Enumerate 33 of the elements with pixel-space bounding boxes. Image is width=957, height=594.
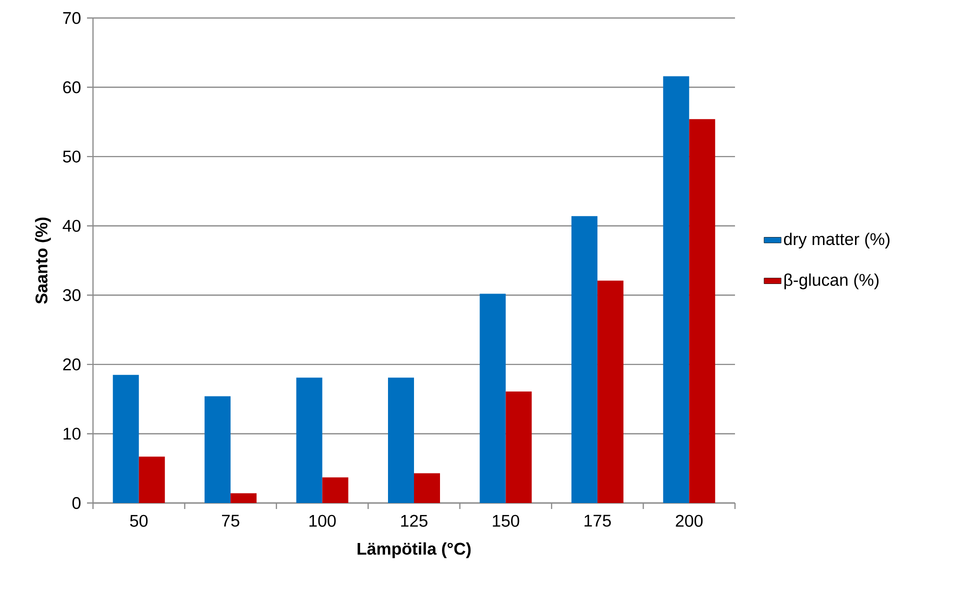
x-tick-label: 175 (584, 514, 611, 527)
y-tick-label: 30 (62, 289, 80, 302)
y-tick-label: 40 (62, 220, 80, 232)
bar (480, 294, 506, 503)
y-tick-label: 10 (64, 428, 80, 440)
x-tick-label: 100 (309, 514, 336, 527)
bar (597, 280, 624, 503)
bar (388, 378, 414, 503)
bar (230, 493, 257, 503)
y-tick-label: 60 (63, 81, 80, 94)
bar (506, 391, 532, 503)
bar (663, 76, 690, 503)
bar (414, 473, 440, 503)
bar (689, 119, 716, 503)
x-tick-label: 75 (222, 514, 240, 527)
bar (296, 378, 322, 503)
y-tick-label: 20 (63, 358, 80, 370)
legend-label: β-glucan (%) (784, 274, 879, 290)
y-axis-title: Saanto (%) (35, 218, 51, 304)
x-tick-label: 125 (401, 514, 428, 527)
x-tick-label: 200 (676, 514, 703, 527)
legend-label: dry matter (%) (784, 232, 890, 248)
bar (138, 456, 165, 503)
bar (571, 216, 598, 503)
bar (204, 396, 231, 503)
x-tick-label: 150 (492, 514, 520, 527)
y-tick-label: 70 (63, 12, 80, 24)
y-tick-label: 0 (72, 497, 81, 510)
x-axis-title: Lämpötila (°C) (358, 542, 471, 558)
bar (112, 374, 139, 503)
y-tick-label: 50 (62, 150, 80, 163)
x-tick-label: 50 (130, 514, 148, 527)
bar (322, 477, 348, 503)
